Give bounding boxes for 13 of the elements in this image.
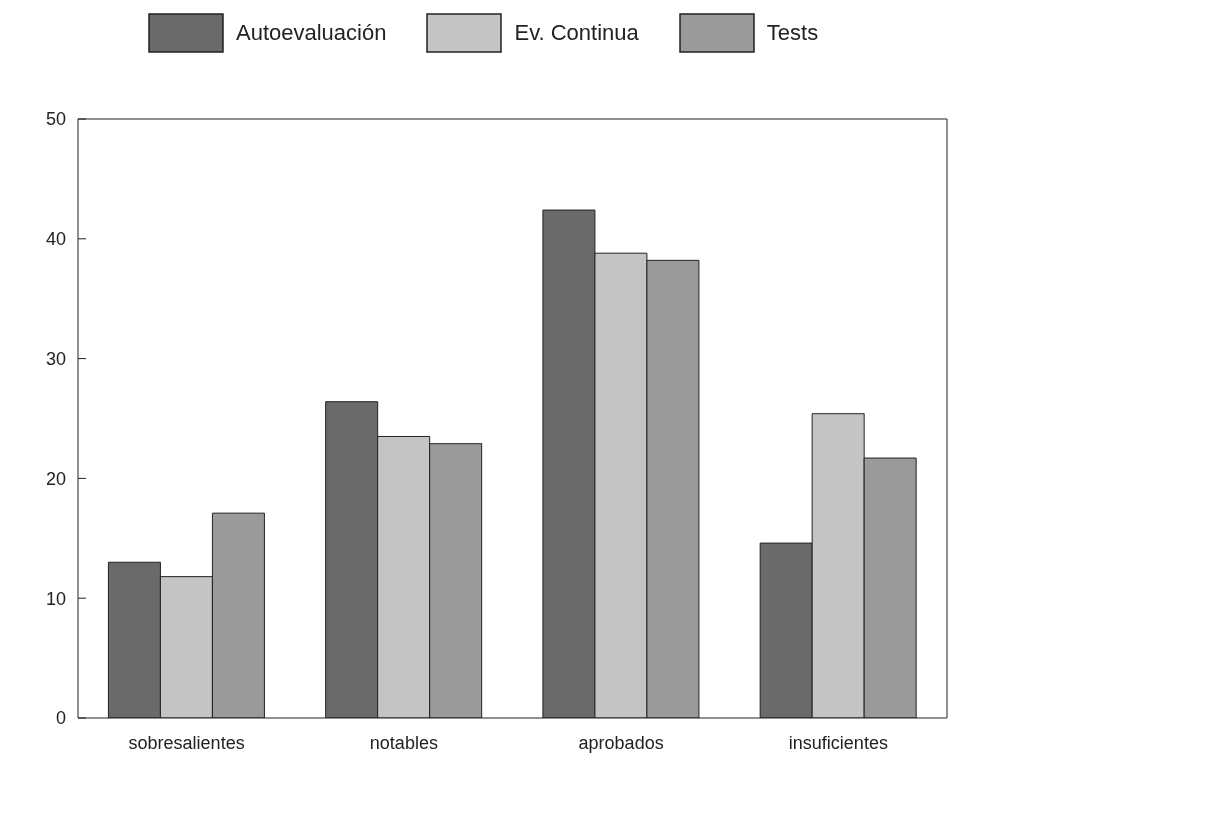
x-tick-label: notables: [369, 732, 438, 753]
legend-label: Autoevaluación: [236, 20, 387, 46]
y-tick-label: 0: [55, 708, 66, 729]
x-tick-label: insuficientes: [788, 732, 888, 753]
y-tick-label: 30: [45, 348, 66, 369]
y-tick-label: 10: [45, 588, 66, 609]
legend-label: Tests: [766, 20, 819, 46]
y-tick-label: 40: [45, 229, 66, 250]
y-tick-label: 50: [45, 109, 66, 130]
y-tick-label: 20: [45, 468, 66, 489]
x-tick-label: sobresalientes: [128, 732, 245, 753]
legend-label: Ev. Continua: [514, 20, 639, 46]
x-tick-label: aprobados: [578, 732, 664, 753]
